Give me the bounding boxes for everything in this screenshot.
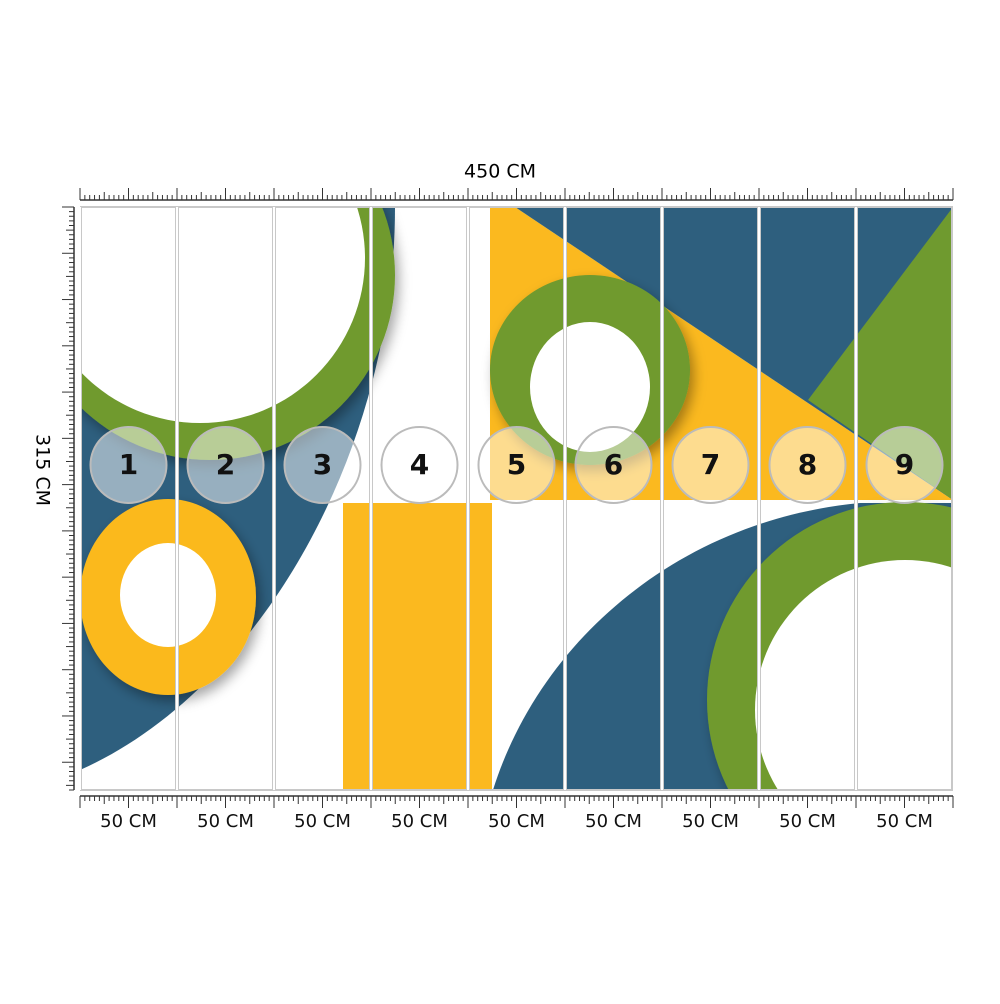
panel-number: 6 (604, 448, 623, 481)
panel-badge (283, 426, 362, 504)
panel-badge (186, 426, 265, 504)
panel-badge (574, 426, 653, 504)
panel-width: 50 CM (779, 811, 836, 832)
panel-number: 5 (507, 448, 526, 481)
panel-badge (89, 426, 168, 504)
panel-number: 2 (216, 448, 235, 481)
white-circle-left (80, 207, 365, 423)
panel-number: 4 (410, 448, 429, 481)
panel-badge (380, 426, 459, 504)
panel-number: 9 (895, 448, 914, 481)
panel-width: 50 CM (391, 811, 448, 832)
panel-width: 50 CM (682, 811, 739, 832)
yellow-ring-hole (120, 543, 216, 647)
blue-triangle (515, 207, 953, 500)
panel-number: 3 (313, 448, 332, 481)
panel-width: 50 CM (197, 811, 254, 832)
green-triangle (808, 207, 953, 500)
height-label: 315 CM (32, 434, 54, 506)
panel-width: 50 CM (876, 811, 933, 832)
green-ring-hole (530, 322, 650, 452)
panel-badge (768, 426, 847, 504)
panel-width: 50 CM (100, 811, 157, 832)
panel-badge (477, 426, 556, 504)
panel-number: 7 (701, 448, 720, 481)
width-label: 450 CM (464, 161, 536, 183)
panel-width: 50 CM (488, 811, 545, 832)
panel-width: 50 CM (294, 811, 351, 832)
panel-badge (865, 426, 944, 504)
panel-number: 1 (119, 448, 138, 481)
panel-width: 50 CM (585, 811, 642, 832)
panel-badge (671, 426, 750, 504)
panel-number: 8 (798, 448, 817, 481)
